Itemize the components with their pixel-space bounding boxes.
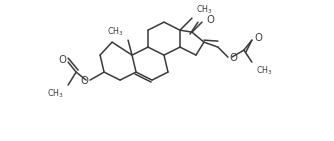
Text: O: O <box>254 33 262 43</box>
Text: CH$_3$: CH$_3$ <box>47 87 64 100</box>
Text: CH$_3$: CH$_3$ <box>256 64 273 77</box>
Text: O: O <box>58 55 66 65</box>
Text: CH$_3$: CH$_3$ <box>107 26 124 38</box>
Text: O: O <box>229 53 237 63</box>
Text: CH$_3$: CH$_3$ <box>196 4 213 16</box>
Text: O: O <box>206 15 214 25</box>
Text: O: O <box>80 76 88 86</box>
